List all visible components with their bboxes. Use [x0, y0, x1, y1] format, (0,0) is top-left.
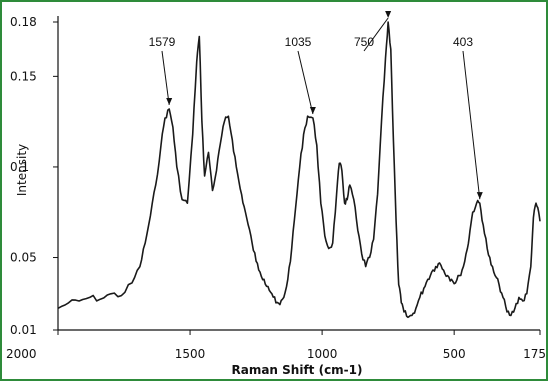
x-tick-label: 175: [523, 347, 546, 361]
x-tick-label: 2000: [6, 347, 37, 361]
annotation-leader: [462, 50, 481, 200]
peak-label: 403: [453, 35, 473, 49]
x-tick-label: 500: [443, 347, 466, 361]
axes: [57, 16, 540, 331]
x-axis-title: Raman Shift (cm-1): [231, 363, 362, 377]
y-tick-label: 0.18: [10, 15, 37, 29]
annotation-leader: [363, 17, 389, 52]
x-tick-label: 1500: [175, 347, 206, 361]
peak-label: 1035: [285, 35, 312, 49]
annotation-arrowhead: [309, 107, 316, 115]
series-layer: [57, 21, 541, 319]
annotation-arrowhead: [476, 192, 483, 200]
y-axis-title: Intensity: [15, 144, 29, 196]
spectrum-line: [57, 21, 541, 319]
annotation-arrowhead: [385, 11, 392, 18]
y-tick-label: 0.05: [10, 251, 37, 265]
y-tick-label: 0.15: [10, 69, 37, 83]
x-tick-label: 1000: [307, 347, 338, 361]
peak-label: 750: [354, 35, 374, 49]
y-tick-label: 0.1: [10, 160, 29, 174]
tick-marks: [53, 21, 541, 335]
peak-label: 1579: [149, 35, 176, 49]
annotation-arrowhead: [166, 97, 173, 105]
tick-labels: 2000 1500 1000 500 175 0.01 0.05 0.1 0.15 0.18: [6, 15, 546, 361]
annotation-leader: [297, 50, 314, 115]
annotation-leader: [161, 50, 170, 106]
y-tick-label: 0.01: [10, 323, 37, 337]
peak-annotations: 1579 1035 750 403: [149, 11, 483, 200]
